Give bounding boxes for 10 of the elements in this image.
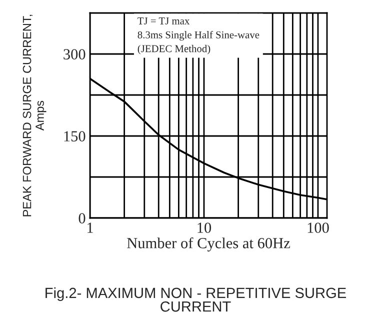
x-axis-title: Number of Cycles at 60Hz (127, 237, 290, 252)
text: Fig.2- MAXIMUM NON - REPETITIVE SURGE CURRENT (46, 287, 346, 312)
x-tick-label: 10 (198, 222, 212, 233)
y-axis-title: PEAK FORWARD SURGE CURRENT, Amps (22, 14, 46, 216)
x-tick-label: 100 (308, 222, 329, 233)
y-tick-label: 0 (78, 213, 86, 224)
x-tick-label: 1 (88, 222, 93, 233)
annotation: TJ = TJ max 8.3ms Single Half Sine-wave (JEDEC Method) (138, 18, 260, 54)
y-tick-label: 150 (64, 131, 86, 142)
y-tick-label: 300 (64, 49, 86, 60)
